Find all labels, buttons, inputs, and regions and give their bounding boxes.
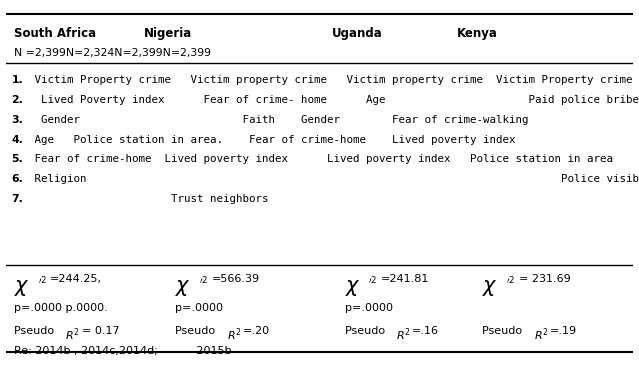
- Text: $\chi$: $\chi$: [344, 278, 360, 298]
- Text: $R^2$: $R^2$: [65, 326, 80, 343]
- Text: Trust neighbors: Trust neighbors: [27, 194, 268, 204]
- Text: 2.: 2.: [12, 95, 23, 105]
- Text: Pseudo: Pseudo: [482, 326, 526, 336]
- Text: Pseudo: Pseudo: [176, 326, 219, 336]
- Text: $\chi$: $\chi$: [176, 278, 191, 298]
- Text: Pseudo: Pseudo: [344, 326, 388, 336]
- Text: Victim Property crime   Victim property crime   Victim property crime  Victim Pr: Victim Property crime Victim property cr…: [27, 75, 632, 85]
- Text: Kenya: Kenya: [458, 27, 498, 40]
- Text: $^{\prime 2}$: $^{\prime 2}$: [38, 276, 47, 289]
- Text: $^{\prime 2}$: $^{\prime 2}$: [368, 276, 378, 289]
- Text: $\chi$: $\chi$: [482, 278, 498, 298]
- Text: Gender                         Faith    Gender        Fear of crime-walking: Gender Faith Gender Fear of crime-walkin…: [27, 115, 528, 125]
- Text: p=.0000: p=.0000: [344, 303, 392, 313]
- Text: = 231.69: = 231.69: [519, 274, 571, 284]
- Text: = 0.17: = 0.17: [82, 326, 119, 336]
- Text: 6.: 6.: [12, 174, 23, 184]
- Text: =241.81: =241.81: [381, 274, 429, 284]
- Text: 4.: 4.: [12, 135, 23, 145]
- Text: Lived Poverty index      Fear of crime- home      Age                      Paid : Lived Poverty index Fear of crime- home …: [27, 95, 639, 105]
- Text: Uganda: Uganda: [332, 27, 383, 40]
- Text: N =2,399N=2,324N=2,399N=2,399: N =2,399N=2,324N=2,399N=2,399: [14, 49, 211, 59]
- Text: Pseudo: Pseudo: [14, 326, 58, 336]
- Text: Fear of crime-home  Lived poverty index      Lived poverty index   Police statio: Fear of crime-home Lived poverty index L…: [27, 154, 613, 164]
- Text: =.16: =.16: [412, 326, 439, 336]
- Text: p=.0000 p.0000.: p=.0000 p.0000.: [14, 303, 107, 313]
- Text: $R^2$: $R^2$: [396, 326, 410, 343]
- Text: =566.39: =566.39: [212, 274, 260, 284]
- Text: $^{\prime 2}$: $^{\prime 2}$: [506, 276, 515, 289]
- Text: South Africa: South Africa: [14, 27, 96, 40]
- Text: $\chi$: $\chi$: [14, 278, 30, 298]
- Text: Nigeria: Nigeria: [144, 27, 192, 40]
- Text: Religion                                                                        : Religion: [27, 174, 639, 184]
- Text: $R^2$: $R^2$: [227, 326, 242, 343]
- Text: =.20: =.20: [243, 326, 270, 336]
- Text: p=.0000: p=.0000: [176, 303, 224, 313]
- Text: Re: 2014b , 2014c,2014d;           2015b: Re: 2014b , 2014c,2014d; 2015b: [14, 346, 231, 356]
- Text: Age   Police station in area.    Fear of crime-home    Lived poverty index: Age Police station in area. Fear of crim…: [27, 135, 515, 145]
- Text: $^{\prime 2}$: $^{\prime 2}$: [199, 276, 208, 289]
- Text: =.19: =.19: [550, 326, 577, 336]
- Text: 3.: 3.: [12, 115, 23, 125]
- Text: =244.25,: =244.25,: [50, 274, 102, 284]
- Text: 5.: 5.: [12, 154, 23, 164]
- Text: 1.: 1.: [12, 75, 23, 85]
- Text: $R^2$: $R^2$: [534, 326, 548, 343]
- Text: 7.: 7.: [12, 194, 23, 204]
